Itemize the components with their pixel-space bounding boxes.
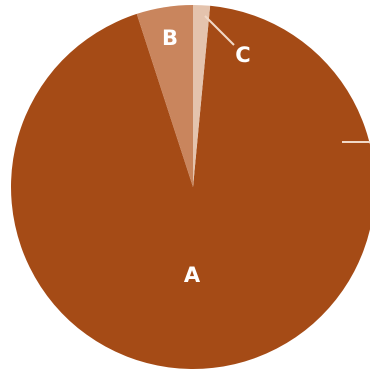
- slice-label-a: A: [184, 263, 201, 287]
- pie-slice-c: [193, 5, 211, 187]
- slice-label-c: C: [235, 43, 250, 67]
- pie-slice-a: [11, 5, 370, 369]
- slice-label-b: B: [162, 26, 178, 50]
- leader-line-c: [204, 15, 235, 46]
- pie-slice-b: [136, 4, 193, 187]
- pie-slices: [11, 4, 370, 369]
